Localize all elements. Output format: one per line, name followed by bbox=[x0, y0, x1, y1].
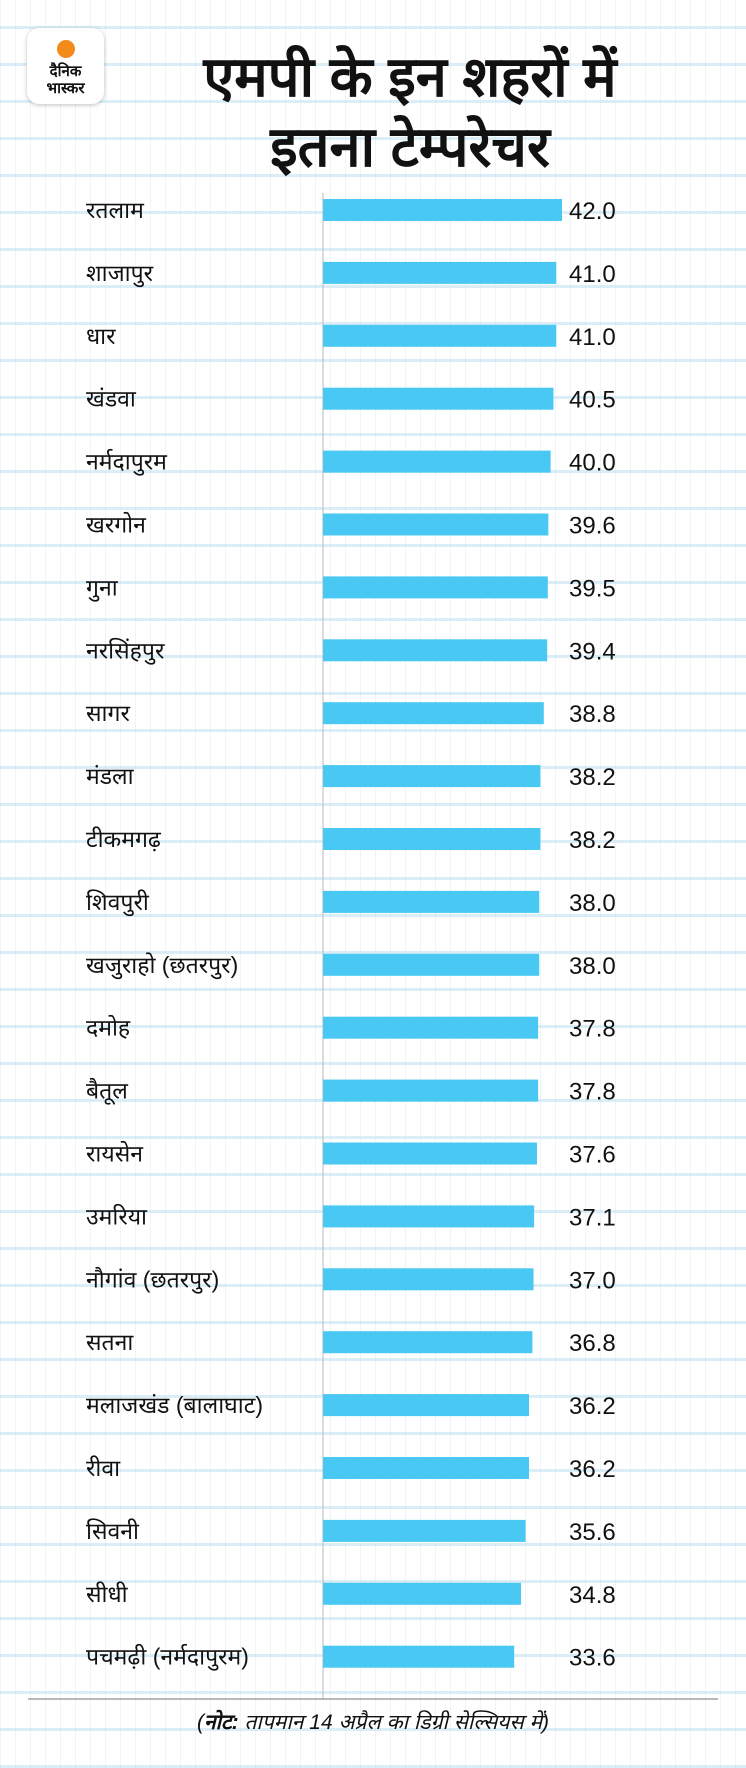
value-label: 37.8 bbox=[569, 1016, 616, 1043]
bar bbox=[323, 1205, 535, 1228]
value-label: 36.2 bbox=[569, 1393, 616, 1420]
bar bbox=[323, 765, 541, 788]
bar bbox=[323, 639, 548, 662]
bar bbox=[323, 828, 541, 850]
value-label: 38.0 bbox=[569, 953, 616, 980]
note-open-paren: ( bbox=[196, 1711, 204, 1734]
note-label: नोट: bbox=[203, 1711, 239, 1734]
value-label: 35.6 bbox=[569, 1519, 616, 1546]
category-label: रायसेन bbox=[86, 1141, 144, 1167]
value-label: 40.0 bbox=[569, 450, 616, 477]
bar bbox=[323, 513, 549, 536]
category-label: गुना bbox=[86, 574, 119, 602]
bar bbox=[323, 1079, 539, 1102]
category-label: खरगोन bbox=[86, 512, 147, 538]
bar bbox=[323, 1519, 526, 1542]
value-label: 37.1 bbox=[569, 1204, 616, 1231]
chart-title-line1: एमपी के इन शहरों में bbox=[203, 45, 617, 108]
value-label: 40.5 bbox=[569, 387, 616, 414]
value-label: 38.2 bbox=[569, 764, 616, 791]
category-label: सीधी bbox=[86, 1581, 129, 1607]
bar bbox=[323, 1016, 539, 1039]
category-label: धार bbox=[86, 323, 116, 349]
value-label: 41.0 bbox=[569, 261, 616, 288]
category-label: दमोह bbox=[86, 1015, 131, 1041]
chart-title-line2: इतना टेम्परेचर bbox=[270, 115, 550, 178]
bar bbox=[323, 1268, 534, 1291]
value-label: 39.6 bbox=[569, 513, 616, 540]
category-label: नरसिंहपुर bbox=[86, 637, 165, 665]
bar bbox=[323, 324, 557, 347]
category-label: बैतूल bbox=[86, 1078, 128, 1106]
bar bbox=[323, 1394, 529, 1417]
value-label: 37.0 bbox=[569, 1267, 616, 1294]
category-label: सतना bbox=[86, 1329, 134, 1355]
bar bbox=[323, 261, 557, 284]
category-label: खंडवा bbox=[86, 386, 137, 412]
value-label: 33.6 bbox=[569, 1645, 616, 1672]
value-label: 37.8 bbox=[569, 1079, 616, 1106]
bar bbox=[323, 450, 551, 473]
bar bbox=[323, 1331, 533, 1354]
category-label: उमरिया bbox=[86, 1203, 148, 1229]
category-label: टीकमगढ़ bbox=[86, 826, 162, 852]
value-label: 42.0 bbox=[569, 198, 616, 225]
footnote: (नोट: तापमान 14 अप्रैल का डिग्री सेल्सिय… bbox=[0, 1708, 746, 1736]
value-label: 38.2 bbox=[569, 827, 616, 854]
category-label: शिवपुरी bbox=[86, 889, 150, 917]
category-label: मलाजखंड (बालाघाट) bbox=[86, 1392, 263, 1418]
value-label: 39.4 bbox=[569, 638, 616, 665]
category-label: मंडला bbox=[86, 763, 135, 789]
bar bbox=[323, 1582, 522, 1605]
category-label: शाजापुर bbox=[86, 260, 154, 288]
bar bbox=[323, 1142, 537, 1165]
value-label: 36.8 bbox=[569, 1330, 616, 1357]
value-label: 39.5 bbox=[569, 575, 616, 602]
category-label: खजुराहो (छतरपुर) bbox=[86, 952, 238, 980]
bar bbox=[323, 1457, 529, 1479]
bar bbox=[323, 576, 548, 599]
bar bbox=[323, 1645, 515, 1668]
bar bbox=[323, 953, 540, 976]
category-label: रीवा bbox=[86, 1455, 121, 1481]
category-label: नर्मदापुरम bbox=[86, 449, 168, 477]
category-label: सिवनी bbox=[86, 1518, 140, 1544]
value-label: 36.2 bbox=[569, 1456, 616, 1483]
dainik-bhaskar-logo: दैनिक भास्कर bbox=[27, 28, 104, 104]
category-label: नौगांव (छतरपुर) bbox=[86, 1266, 219, 1294]
bar bbox=[323, 890, 540, 913]
sun-icon bbox=[57, 40, 75, 58]
bar bbox=[323, 199, 562, 221]
value-label: 41.0 bbox=[569, 324, 616, 351]
logo-text-line1: दैनिक bbox=[49, 63, 82, 80]
value-label: 37.6 bbox=[569, 1142, 616, 1169]
category-label: रतलाम bbox=[86, 197, 145, 223]
value-label: 38.0 bbox=[569, 890, 616, 917]
bar bbox=[323, 702, 544, 725]
value-label: 34.8 bbox=[569, 1582, 616, 1609]
category-label: पचमढ़ी (नर्मदापुरम) bbox=[86, 1644, 249, 1672]
logo-text-line2: भास्कर bbox=[46, 80, 85, 97]
note-text: तापमान 14 अप्रैल का डिग्री सेल्सियस में) bbox=[244, 1711, 550, 1734]
value-label: 38.8 bbox=[569, 701, 616, 728]
bar bbox=[323, 387, 554, 410]
category-label: सागर bbox=[86, 700, 130, 726]
